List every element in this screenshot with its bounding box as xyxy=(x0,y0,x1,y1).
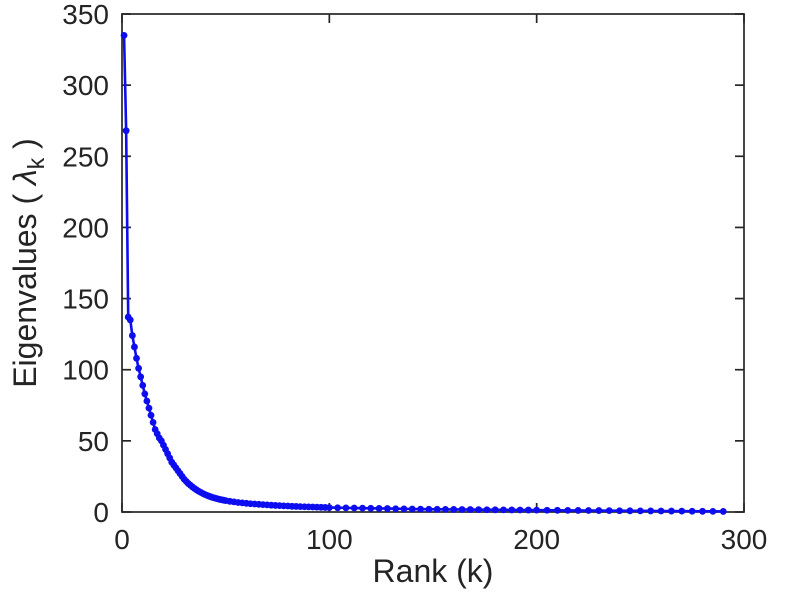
y-tick-label: 150 xyxy=(62,284,109,315)
data-point-marker xyxy=(585,507,592,514)
data-point-marker xyxy=(678,507,686,515)
data-point-marker xyxy=(137,373,145,381)
data-point-marker xyxy=(383,505,391,512)
data-point-marker xyxy=(120,31,128,39)
data-point-marker xyxy=(636,507,644,515)
data-point-marker xyxy=(408,505,416,513)
x-tick-label: 200 xyxy=(513,524,560,555)
eigenvalue-markers xyxy=(120,31,727,515)
y-tick-label: 50 xyxy=(78,426,109,457)
data-point-marker xyxy=(524,506,532,514)
data-point-marker xyxy=(334,504,342,512)
data-point-marker xyxy=(350,504,358,512)
data-point-marker xyxy=(342,504,350,512)
data-point-marker xyxy=(616,507,623,515)
data-point-marker xyxy=(392,505,400,513)
data-point-marker xyxy=(400,505,408,513)
plot-box xyxy=(121,13,745,513)
data-point-marker xyxy=(574,507,582,514)
data-point-marker xyxy=(491,506,499,514)
y-tick-label: 100 xyxy=(62,355,109,386)
data-point-marker xyxy=(133,354,140,362)
data-point-marker xyxy=(688,507,696,515)
data-point-marker xyxy=(626,507,634,515)
data-point-marker xyxy=(442,505,449,513)
data-point-marker xyxy=(647,507,655,515)
eigenvalue-line xyxy=(122,35,724,513)
data-point-marker xyxy=(135,364,142,372)
data-point-marker xyxy=(564,506,572,514)
x-tick-label: 300 xyxy=(721,524,768,555)
data-point-marker xyxy=(543,506,551,514)
y-tick-label: 350 xyxy=(62,0,109,30)
data-point-marker xyxy=(709,507,717,515)
data-point-marker xyxy=(458,506,466,513)
x-axis-label: Rank (k) xyxy=(373,553,494,589)
data-point-marker xyxy=(139,381,147,389)
data-point-marker xyxy=(325,504,333,511)
plot-layer: 0 100 200 300 0 50 100 150 200 250 300 350 xyxy=(62,0,767,555)
data-point-marker xyxy=(466,506,474,513)
data-point-marker xyxy=(375,505,383,512)
data-point-marker xyxy=(595,507,603,514)
data-point-marker xyxy=(433,505,441,513)
y-axis-label-prefix: Eigenvalues ( xyxy=(7,185,43,388)
data-point-marker xyxy=(147,411,155,419)
lambda-symbol: λ xyxy=(7,169,43,187)
data-point-marker xyxy=(367,504,375,512)
data-point-marker xyxy=(359,504,366,512)
data-point-marker xyxy=(508,506,516,514)
y-axis-label: Eigenvalues ( λk ) xyxy=(7,138,49,388)
y-axis-label-subscript: k xyxy=(23,157,49,169)
data-point-marker xyxy=(149,418,157,426)
data-point-marker xyxy=(141,390,149,398)
y-tick-label: 300 xyxy=(62,70,109,101)
data-point-marker xyxy=(417,505,424,513)
data-point-marker xyxy=(516,506,524,514)
data-point-marker xyxy=(450,506,458,513)
y-axis-label-suffix: ) xyxy=(7,138,43,158)
y-tick-label: 250 xyxy=(62,141,109,172)
x-tick-label: 0 xyxy=(114,524,130,555)
data-point-marker xyxy=(131,343,138,351)
data-point-marker xyxy=(126,316,134,324)
data-point-marker xyxy=(605,507,613,515)
y-tick-label: 200 xyxy=(62,212,109,243)
data-point-marker xyxy=(533,506,541,514)
data-point-marker xyxy=(143,397,151,405)
data-point-marker xyxy=(483,506,491,514)
data-point-marker xyxy=(668,507,675,515)
y-tick-label: 0 xyxy=(93,497,109,528)
data-point-marker xyxy=(425,505,433,513)
data-point-marker xyxy=(699,507,706,515)
data-point-marker xyxy=(719,508,727,515)
data-point-marker xyxy=(657,507,665,515)
data-point-marker xyxy=(500,506,507,514)
data-point-marker xyxy=(122,127,130,135)
data-point-marker xyxy=(554,506,561,514)
data-point-marker xyxy=(128,332,136,339)
x-tick-label: 100 xyxy=(306,524,353,555)
data-point-marker xyxy=(475,506,483,514)
data-point-marker xyxy=(145,404,153,412)
